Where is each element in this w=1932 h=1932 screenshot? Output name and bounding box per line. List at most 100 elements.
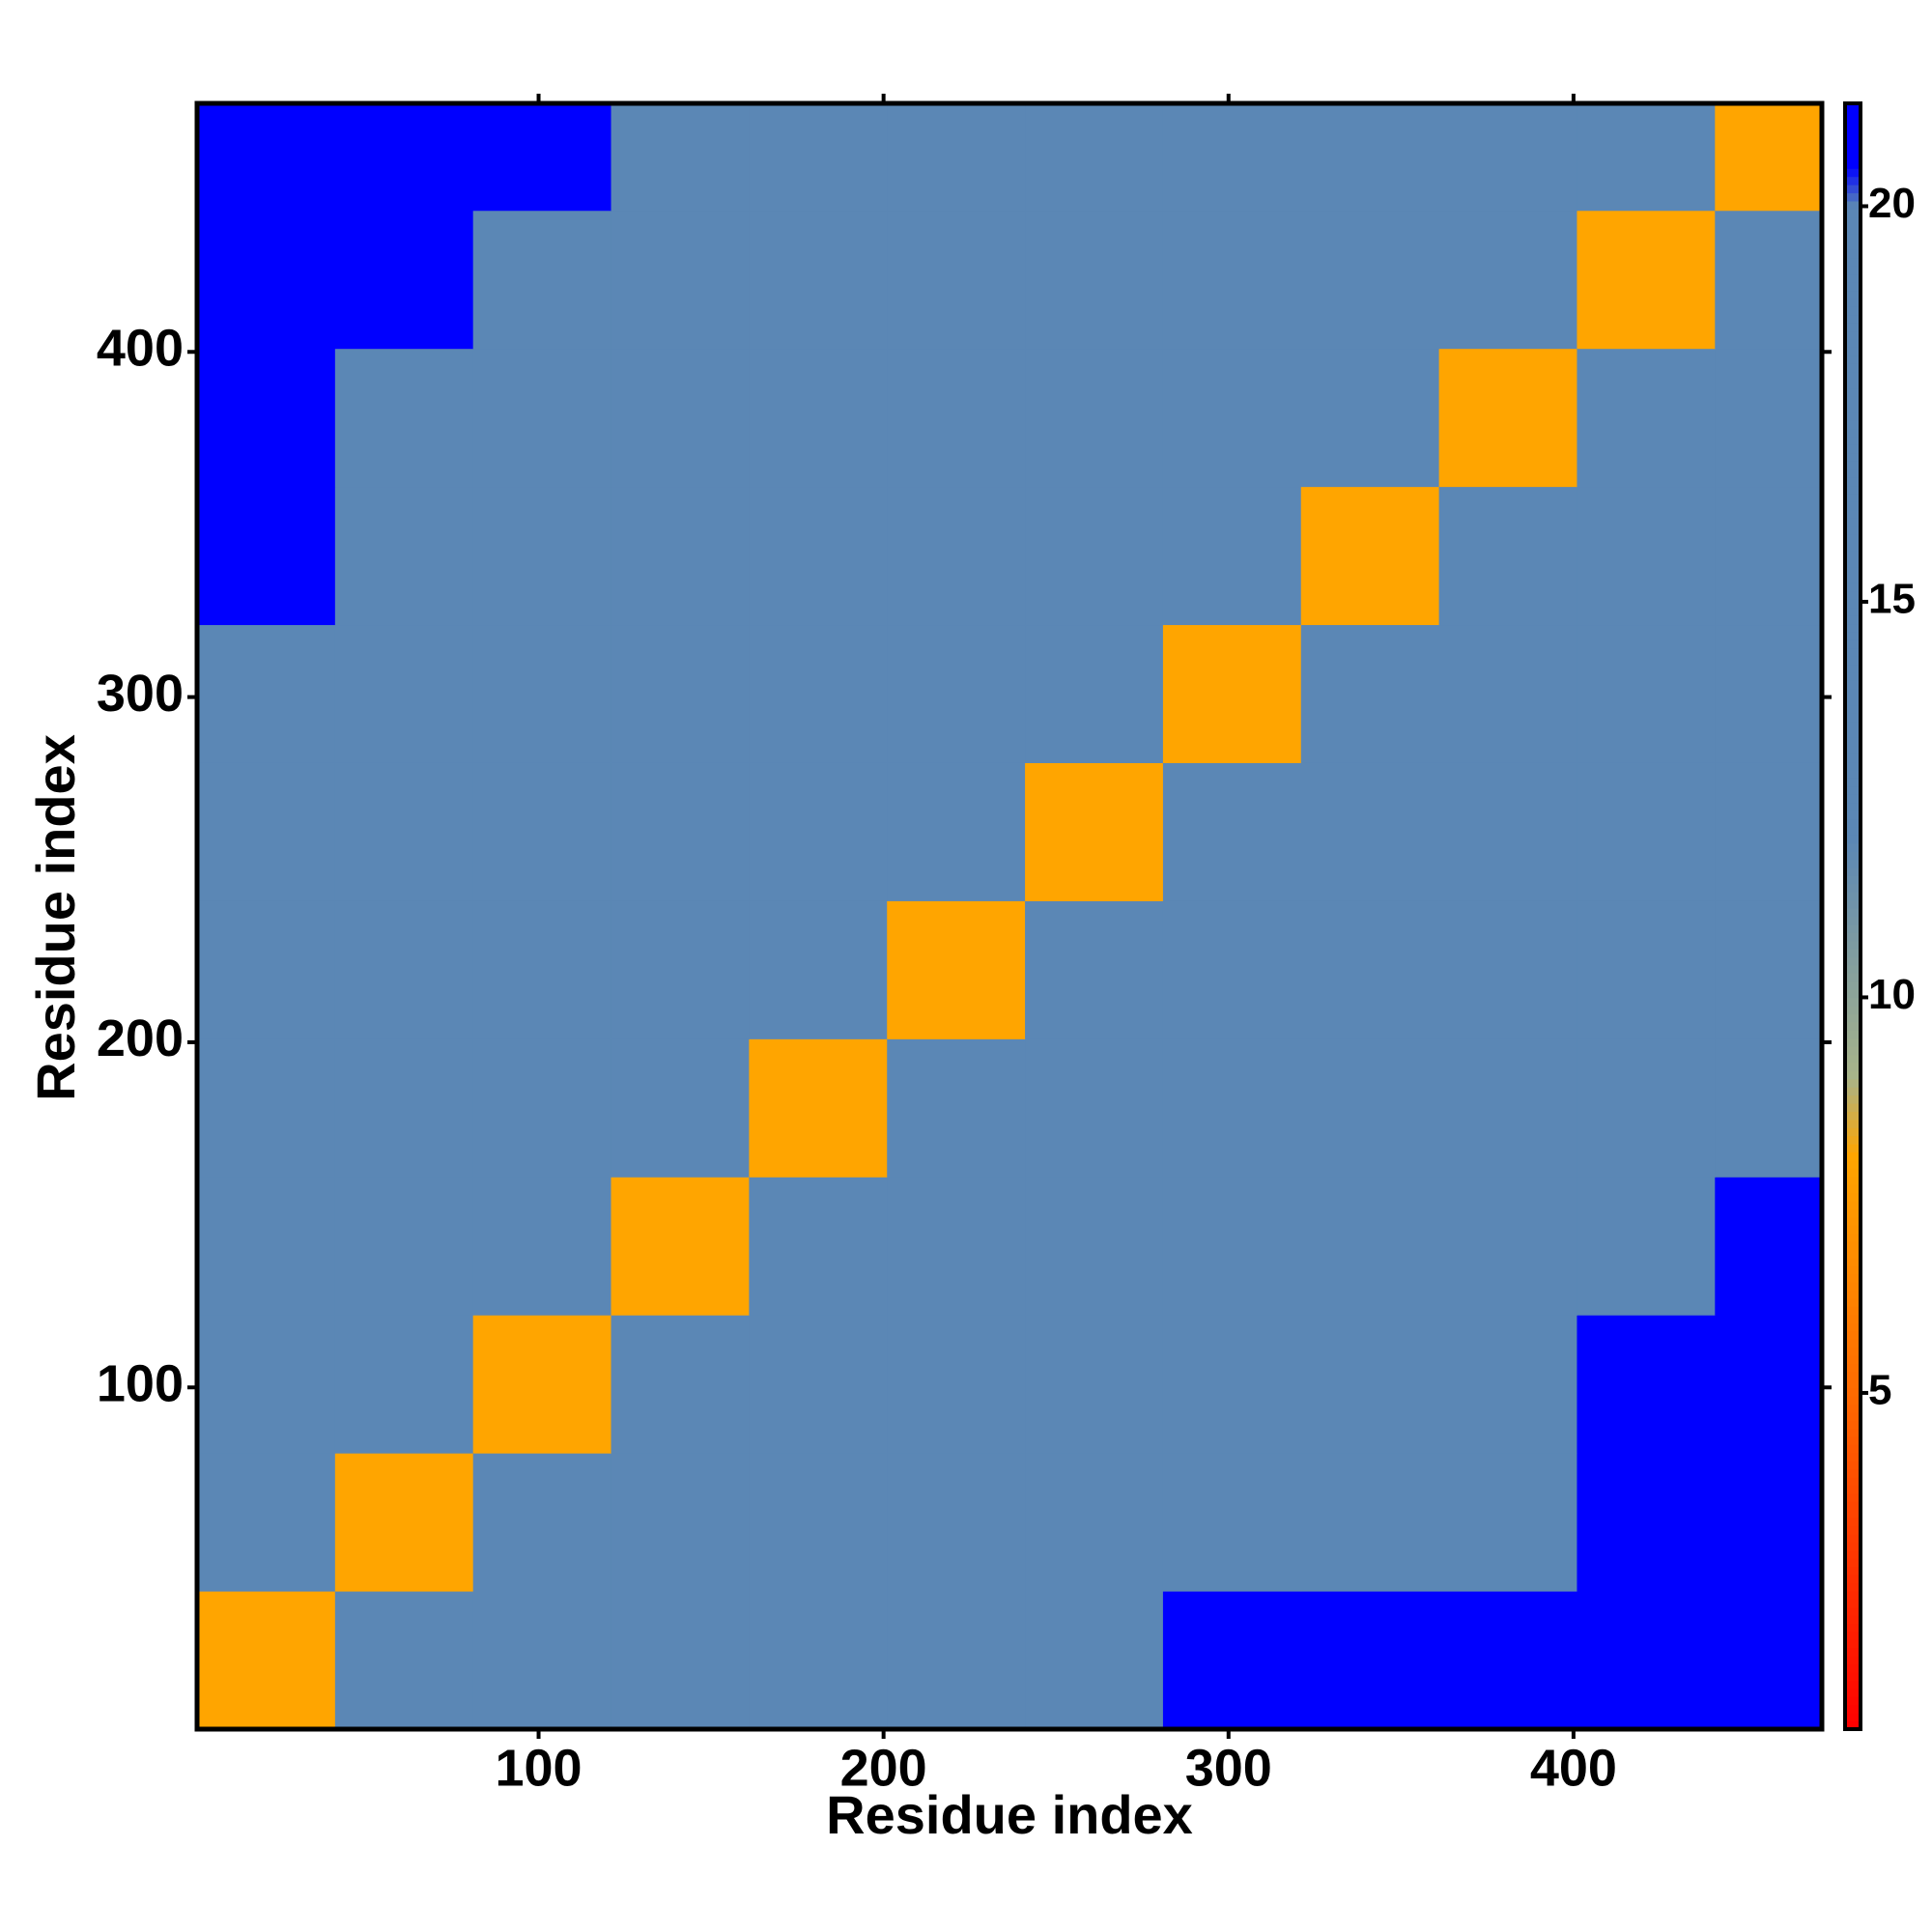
- heatmap-cell: [1715, 624, 1823, 763]
- colorbar-segment: [1845, 501, 1861, 511]
- colorbar-segment: [1845, 200, 1861, 210]
- heatmap-cell: [1300, 624, 1440, 763]
- colorbar-segment: [1845, 542, 1861, 552]
- heatmap-cell: [1438, 348, 1577, 488]
- colorbar-segment: [1845, 1599, 1861, 1608]
- colorbar-segment: [1845, 550, 1861, 559]
- heatmap-cell: [611, 762, 750, 901]
- heatmap-cell: [749, 103, 888, 212]
- colorbar-segment: [1845, 997, 1861, 1007]
- colorbar-segment: [1845, 1184, 1861, 1194]
- heatmap-cell: [611, 1315, 750, 1454]
- colorbar-segment: [1845, 778, 1861, 787]
- heatmap-cell: [749, 486, 888, 626]
- colorbar-segment: [1845, 387, 1861, 397]
- heatmap-cell: [197, 900, 336, 1039]
- y-axis-title: Residue index: [25, 734, 86, 1101]
- colorbar-segment: [1845, 1582, 1861, 1592]
- colorbar-segment: [1845, 176, 1861, 185]
- colorbar-segment: [1845, 1282, 1861, 1292]
- heatmap-cell: [1715, 1591, 1823, 1730]
- colorbar-segment: [1845, 533, 1861, 543]
- heatmap-cell: [1438, 900, 1577, 1039]
- heatmap-cell: [1025, 1315, 1164, 1454]
- colorbar-segment: [1845, 1656, 1861, 1665]
- colorbar-segment: [1845, 1030, 1861, 1039]
- colorbar-segment: [1845, 1639, 1861, 1649]
- colorbar-segment: [1845, 1420, 1861, 1430]
- colorbar-segment: [1845, 1322, 1861, 1332]
- colorbar-segment: [1845, 1111, 1861, 1121]
- heatmap-cell: [749, 1453, 888, 1592]
- colorbar-segment: [1845, 1094, 1861, 1104]
- colorbar-segment: [1845, 1534, 1861, 1543]
- heatmap-cell: [1162, 486, 1302, 626]
- colorbar-segment: [1845, 306, 1861, 316]
- colorbar-segment: [1845, 209, 1861, 218]
- heatmap-cell: [749, 348, 888, 488]
- y-tick-label: 100: [97, 1355, 184, 1413]
- colorbar-segment: [1845, 575, 1861, 583]
- colorbar-segment: [1845, 1119, 1861, 1128]
- heatmap-cell: [1025, 1038, 1164, 1178]
- colorbar-segment: [1845, 1339, 1861, 1348]
- heatmap-cell: [887, 486, 1026, 626]
- heatmap-cell: [334, 762, 474, 901]
- heatmap-cell: [334, 103, 474, 212]
- colorbar-segment: [1845, 899, 1861, 909]
- colorbar-segment: [1845, 1127, 1861, 1137]
- colorbar-segment: [1845, 680, 1861, 690]
- colorbar-segment: [1845, 1461, 1861, 1470]
- heatmap-cell: [197, 762, 336, 901]
- colorbar-segment: [1845, 1192, 1861, 1202]
- heatmap-cell: [749, 1177, 888, 1316]
- heatmap-cell: [1577, 486, 1716, 626]
- heatmap-cell: [334, 1038, 474, 1178]
- heatmap-cell: [1438, 210, 1577, 350]
- colorbar-segment: [1845, 1379, 1861, 1389]
- colorbar-segment: [1845, 656, 1861, 666]
- heatmap-cell: [1577, 762, 1716, 901]
- heatmap-cell: [1438, 1591, 1577, 1730]
- colorbar-segment: [1845, 1632, 1861, 1640]
- heatmap-cell: [1162, 900, 1302, 1039]
- colorbar-segment: [1845, 1501, 1861, 1511]
- colorbar-segment: [1845, 1696, 1861, 1706]
- colorbar-segment: [1845, 696, 1861, 706]
- heatmap-cell: [887, 1315, 1026, 1454]
- heatmap-cell: [887, 1177, 1026, 1316]
- colorbar-segment: [1845, 892, 1861, 901]
- colorbar-segment: [1845, 1168, 1861, 1178]
- colorbar-segment: [1845, 1257, 1861, 1266]
- colorbar-segment: [1845, 1006, 1861, 1014]
- heatmap-cell: [1577, 210, 1716, 350]
- colorbar-segment: [1845, 1233, 1861, 1242]
- heatmap-cell: [334, 486, 474, 626]
- heatmap-cell: [887, 624, 1026, 763]
- colorbar-segment: [1845, 1452, 1861, 1462]
- heatmap-cell: [611, 486, 750, 626]
- colorbar-segment: [1845, 1542, 1861, 1551]
- heatmap-cell: [887, 1038, 1026, 1178]
- colorbar-segment: [1845, 1265, 1861, 1275]
- colorbar-segment: [1845, 794, 1861, 804]
- colorbar-segment: [1845, 1103, 1861, 1112]
- heatmap-cell: [1162, 1177, 1302, 1316]
- heatmap-cell: [1577, 103, 1716, 212]
- heatmap-cell: [1025, 210, 1164, 350]
- heatmap-cell: [472, 210, 612, 350]
- heatmap-cell: [1715, 486, 1823, 626]
- heatmap-cell: [1715, 900, 1823, 1039]
- colorbar-segment: [1845, 355, 1861, 364]
- colorbar-segment: [1845, 737, 1861, 747]
- heatmap-cell: [334, 1177, 474, 1316]
- colorbar-segment: [1845, 1037, 1861, 1047]
- heatmap-cell: [334, 1453, 474, 1592]
- colorbar-segment: [1845, 1054, 1861, 1064]
- colorbar-segment: [1845, 1144, 1861, 1153]
- colorbar-segment: [1845, 1606, 1861, 1616]
- heatmap-cell: [1300, 103, 1440, 212]
- heatmap-cell: [749, 1591, 888, 1730]
- y-tick-label: 300: [97, 665, 184, 723]
- heatmap-cell: [1025, 348, 1164, 488]
